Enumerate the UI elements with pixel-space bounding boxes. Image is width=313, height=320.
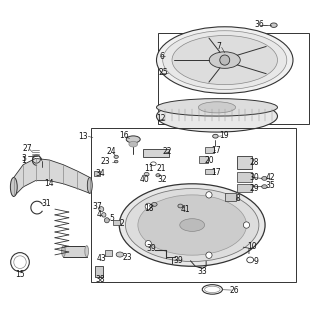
Text: 2: 2 bbox=[119, 219, 124, 228]
Ellipse shape bbox=[209, 52, 240, 68]
Circle shape bbox=[206, 252, 212, 258]
Text: 17: 17 bbox=[212, 168, 221, 177]
Ellipse shape bbox=[126, 136, 140, 143]
Ellipse shape bbox=[163, 31, 287, 89]
Bar bbox=[94, 171, 100, 177]
Text: 43: 43 bbox=[97, 254, 106, 263]
Text: 16: 16 bbox=[120, 131, 129, 140]
Ellipse shape bbox=[156, 174, 160, 177]
Text: 10: 10 bbox=[247, 242, 257, 251]
Text: 33: 33 bbox=[198, 267, 207, 276]
Bar bbox=[225, 193, 236, 201]
Bar bbox=[113, 220, 120, 225]
Ellipse shape bbox=[114, 160, 118, 163]
Bar bbox=[95, 266, 103, 277]
Ellipse shape bbox=[87, 178, 92, 193]
Text: 19: 19 bbox=[219, 131, 229, 140]
Circle shape bbox=[145, 203, 151, 210]
Text: 36: 36 bbox=[254, 20, 264, 29]
Circle shape bbox=[220, 55, 230, 65]
Ellipse shape bbox=[62, 246, 65, 257]
Text: 14: 14 bbox=[45, 179, 54, 188]
Text: 15: 15 bbox=[15, 270, 25, 279]
Text: 20: 20 bbox=[205, 156, 214, 165]
Text: 28: 28 bbox=[249, 158, 259, 167]
Text: 21: 21 bbox=[157, 164, 166, 173]
Ellipse shape bbox=[138, 195, 246, 255]
Text: 40: 40 bbox=[140, 175, 150, 184]
Polygon shape bbox=[14, 158, 90, 196]
Bar bbox=[199, 156, 208, 163]
Bar bbox=[142, 148, 169, 157]
Circle shape bbox=[206, 192, 212, 198]
Ellipse shape bbox=[270, 23, 277, 28]
Text: 32: 32 bbox=[158, 174, 167, 184]
Text: 25: 25 bbox=[158, 68, 168, 77]
Bar bbox=[205, 169, 214, 174]
Ellipse shape bbox=[213, 134, 218, 138]
Ellipse shape bbox=[119, 184, 265, 266]
Text: 23: 23 bbox=[122, 253, 132, 262]
Bar bbox=[237, 156, 252, 169]
Text: 27: 27 bbox=[23, 144, 33, 153]
Circle shape bbox=[104, 218, 109, 223]
Text: 9: 9 bbox=[253, 257, 258, 266]
Text: 38: 38 bbox=[95, 276, 105, 284]
Text: 6: 6 bbox=[160, 52, 165, 61]
Ellipse shape bbox=[10, 178, 17, 196]
Ellipse shape bbox=[114, 155, 118, 158]
Ellipse shape bbox=[172, 36, 278, 85]
Bar bbox=[105, 250, 111, 256]
Text: 23: 23 bbox=[100, 157, 110, 166]
Circle shape bbox=[99, 207, 104, 212]
Text: 12: 12 bbox=[156, 114, 166, 123]
Text: 39: 39 bbox=[173, 256, 183, 265]
Bar bbox=[64, 246, 87, 257]
Ellipse shape bbox=[180, 219, 205, 231]
Text: 18: 18 bbox=[144, 204, 154, 213]
Text: 7: 7 bbox=[217, 42, 222, 51]
Ellipse shape bbox=[262, 185, 267, 188]
Text: 37: 37 bbox=[92, 202, 102, 211]
Bar bbox=[91, 128, 296, 282]
Text: 17: 17 bbox=[212, 146, 221, 155]
Text: 24: 24 bbox=[106, 147, 116, 156]
Circle shape bbox=[145, 241, 151, 247]
Ellipse shape bbox=[262, 177, 267, 180]
Ellipse shape bbox=[129, 141, 138, 147]
Text: 1: 1 bbox=[22, 156, 26, 165]
Text: 31: 31 bbox=[42, 199, 51, 208]
Ellipse shape bbox=[156, 27, 293, 93]
Text: 29: 29 bbox=[249, 184, 259, 193]
Circle shape bbox=[102, 213, 106, 217]
Ellipse shape bbox=[156, 99, 278, 116]
Ellipse shape bbox=[116, 252, 124, 257]
Text: 30: 30 bbox=[249, 173, 259, 182]
Text: 39: 39 bbox=[146, 244, 156, 253]
Bar bbox=[205, 147, 214, 153]
Text: 3: 3 bbox=[22, 154, 27, 163]
Ellipse shape bbox=[85, 246, 89, 257]
Bar bbox=[237, 172, 252, 181]
Bar bbox=[237, 184, 252, 192]
Ellipse shape bbox=[126, 188, 259, 261]
Ellipse shape bbox=[151, 203, 157, 206]
Bar bbox=[158, 33, 309, 124]
Ellipse shape bbox=[144, 172, 149, 176]
Ellipse shape bbox=[178, 204, 183, 208]
Text: 42: 42 bbox=[265, 173, 275, 182]
Text: 8: 8 bbox=[235, 194, 240, 203]
Ellipse shape bbox=[156, 100, 278, 132]
Text: 22: 22 bbox=[162, 147, 172, 156]
Circle shape bbox=[244, 222, 249, 228]
Text: 26: 26 bbox=[229, 286, 239, 295]
Text: 4: 4 bbox=[97, 210, 101, 219]
Text: 34: 34 bbox=[95, 169, 105, 178]
Text: 41: 41 bbox=[181, 205, 190, 214]
Text: 13: 13 bbox=[78, 132, 88, 141]
Text: 35: 35 bbox=[265, 181, 275, 190]
Ellipse shape bbox=[198, 102, 236, 113]
Text: 11: 11 bbox=[144, 164, 154, 173]
Text: 5: 5 bbox=[109, 214, 114, 223]
